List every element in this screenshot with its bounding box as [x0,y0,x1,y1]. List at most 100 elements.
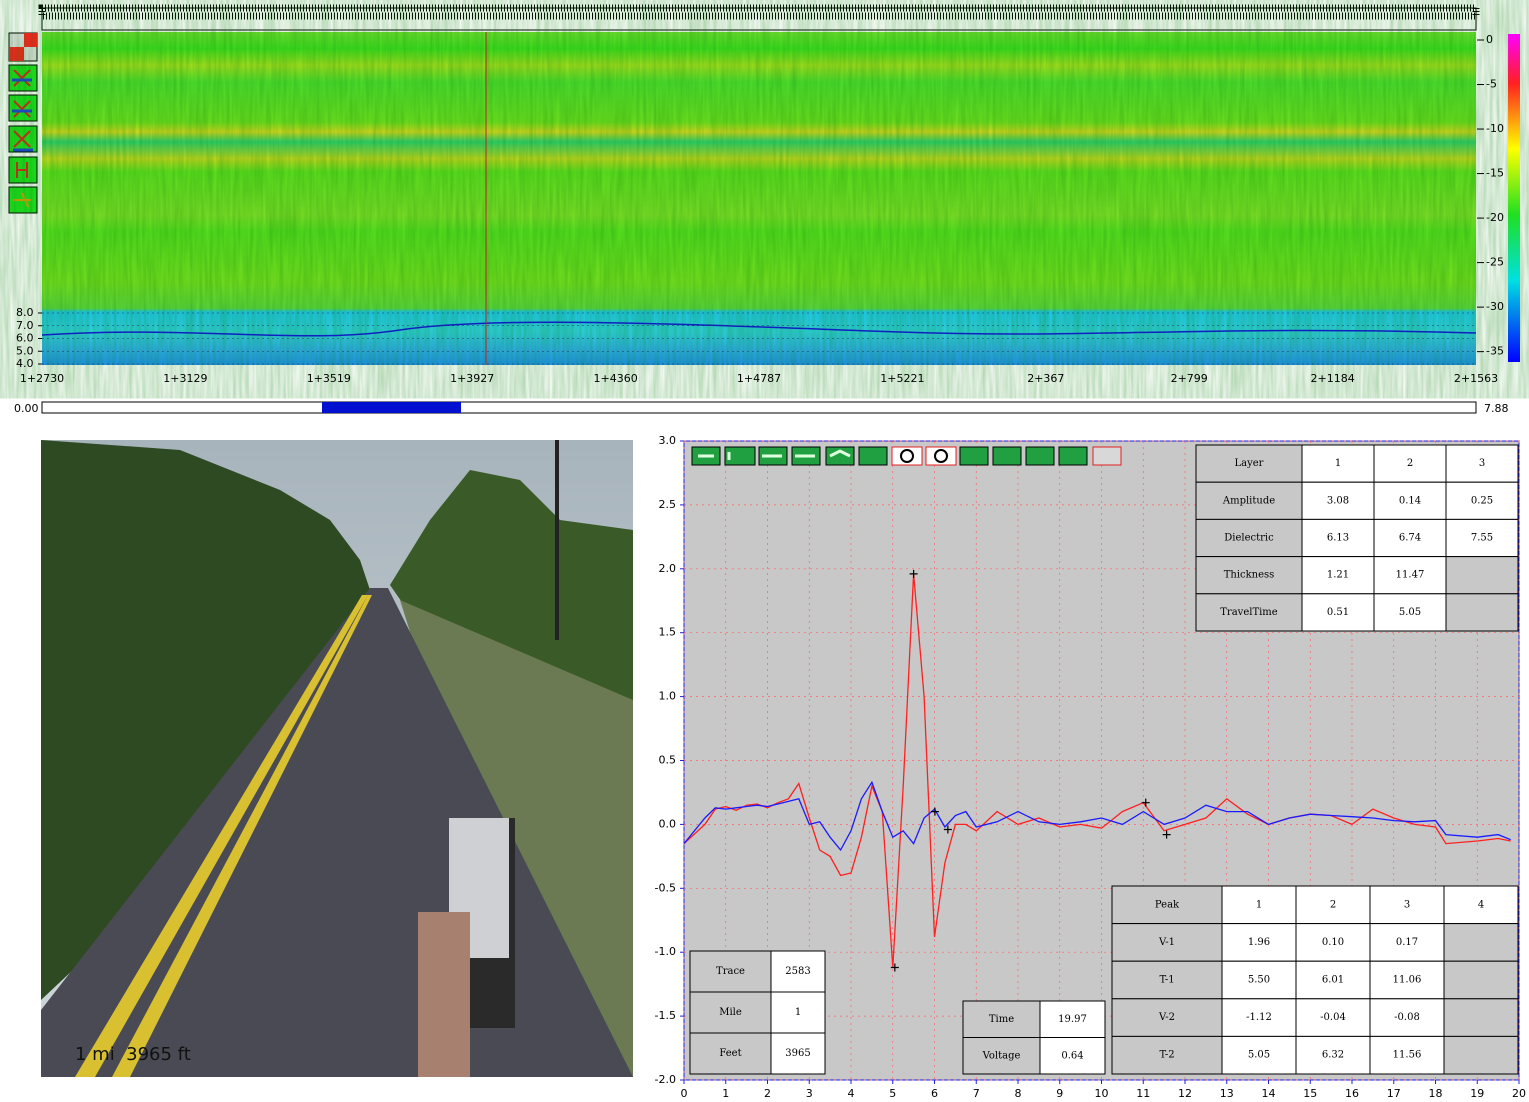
cell-text: Time [989,1014,1014,1025]
color-swatch [9,47,24,61]
x-tick-label: 3 [806,1087,813,1100]
y-tick-label: 0.0 [659,817,677,830]
y-tick-label: 7.0 [16,319,34,332]
y2-tick-label: -5 [1486,78,1497,91]
cell-text: -0.08 [1394,1012,1420,1023]
table-cell [1444,961,1518,999]
slider-max: 7.88 [1484,402,1509,415]
x-tick-label: 1+4360 [593,372,637,385]
y2-tick-label: -15 [1486,167,1504,180]
y-tick-label: 2.0 [659,562,677,575]
x-tick-label: 1+3927 [450,372,494,385]
cell-text: Feet [719,1048,741,1059]
cell-text: 0.25 [1471,495,1493,506]
cell-text: 6.13 [1327,533,1349,544]
x-tick-label: 0 [681,1087,688,1100]
y-tick-label: 1.0 [659,690,677,703]
y2-tick-label: -25 [1486,256,1504,269]
x-tick-label: 11 [1136,1087,1150,1100]
screen: 0.00 7.88 1 mi 3965 ft 1+27301+31291+ [0,0,1529,1102]
table-cell [1446,557,1518,594]
x-tick-label: 2+367 [1027,372,1064,385]
tool-button[interactable] [960,447,988,465]
scroll-track[interactable] [42,402,1476,413]
page: {"chart_data": [ {"type": "radargram", "… [0,0,1529,1102]
cell-text: Peak [1155,899,1180,910]
x-tick-label: 4 [848,1087,855,1100]
tool-button[interactable] [993,447,1021,465]
cell-text: 7.55 [1471,533,1493,544]
x-tick-label: 2+799 [1171,372,1208,385]
x-tick-label: 16 [1345,1087,1359,1100]
cell-text: 3 [1404,899,1410,910]
print-button[interactable] [1093,447,1121,465]
cell-text: 5.05 [1248,1050,1270,1061]
cell-text: 0.51 [1327,607,1349,618]
x-tick-label: 1 [722,1087,729,1100]
cell-text: Trace [716,966,745,977]
x-tick-label: 18 [1429,1087,1443,1100]
cell-text: 6.74 [1399,533,1421,544]
cell-text: 0.14 [1399,495,1421,506]
cell-text: 2583 [785,966,810,977]
cell-text: Amplitude [1222,495,1275,506]
cell-text: V-1 [1158,937,1175,948]
cell-text: Voltage [982,1050,1021,1061]
x-tick-label: 6 [931,1087,938,1100]
cell-text: Thickness [1224,570,1275,581]
cell-text: 3 [1479,458,1485,469]
cell-text: 1 [795,1007,801,1018]
color-swatch [24,33,37,47]
x-tick-label: 9 [1056,1087,1063,1100]
y-tick-label: 8.0 [16,306,34,319]
cell-text: 2 [1407,458,1413,469]
cell-text: 5.50 [1248,975,1270,986]
y-tick-label: -0.5 [655,881,676,894]
table-cell [1446,594,1518,631]
cell-text: 1.96 [1248,937,1270,948]
y2-tick-label: -30 [1486,300,1504,313]
road-photo: 1 mi 3965 ft [41,440,633,1077]
tool-button[interactable] [1026,447,1054,465]
mount-bar [418,912,470,1077]
x-tick-label: 2+1184 [1310,372,1354,385]
cell-text: 4 [1478,899,1484,910]
cell-text: 19.97 [1058,1014,1087,1025]
cell-text: 0.64 [1061,1050,1083,1061]
x-tick-label: 13 [1220,1087,1234,1100]
cell-text: 5.05 [1399,607,1421,618]
x-tick-label: 10 [1095,1087,1109,1100]
cell-text: 3965 [785,1048,810,1059]
cell-text: Layer [1235,458,1264,469]
y-tick-label: 1.5 [659,626,677,639]
y-tick-label: 5.0 [16,344,34,357]
cell-text: 2 [1330,899,1336,910]
y-tick-label: 0.5 [659,754,677,767]
y-tick-label: 4.0 [16,357,34,370]
cell-text: 11.56 [1393,1050,1422,1061]
radargram-texture [42,32,1476,365]
cell-text: 6.01 [1322,975,1344,986]
x-tick-label: 1+3519 [307,372,351,385]
x-tick-label: 1+5221 [880,372,924,385]
x-tick-label: 20 [1512,1087,1526,1100]
y2-tick-label: -20 [1486,211,1504,224]
x-tick-label: 2+1563 [1454,372,1498,385]
y2-tick-label: 0 [1486,33,1493,46]
cell-text: 11.06 [1393,975,1422,986]
x-tick-label: 8 [1015,1087,1022,1100]
slider-min: 0.00 [14,402,39,415]
photo-caption: 1 mi 3965 ft [75,1044,191,1065]
cell-text: Dielectric [1224,533,1274,544]
scroll-thumb[interactable] [322,402,461,413]
y2-tick-label: -10 [1486,122,1504,135]
cell-text: -1.12 [1246,1012,1272,1023]
tool-button[interactable] [859,447,887,465]
y-tick-label: -1.5 [655,1009,676,1022]
radar-toolbar [9,33,37,213]
x-tick-label: 1+4787 [737,372,781,385]
color-bar [1508,34,1520,362]
y-tick-label: 2.5 [659,498,677,511]
tool-button[interactable] [1059,447,1087,465]
cell-text: 1.21 [1327,570,1349,581]
